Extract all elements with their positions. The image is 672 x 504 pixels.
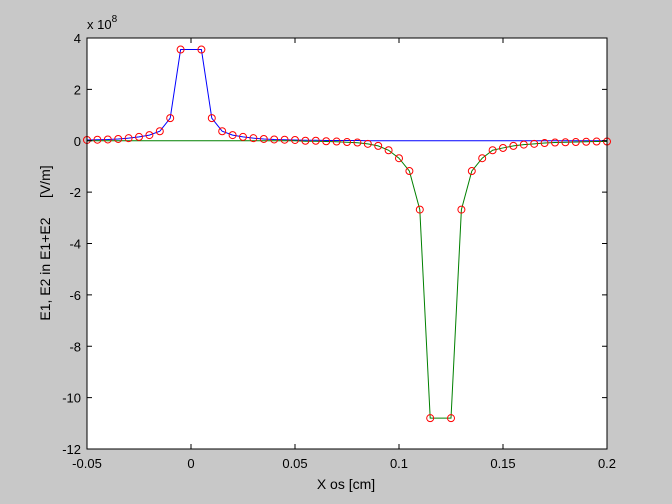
series-3-marker [93, 135, 102, 144]
series-3-marker [467, 167, 476, 176]
series-3-marker [540, 139, 549, 148]
series-3-marker [457, 205, 466, 214]
y-tick-label: -6 [69, 288, 81, 303]
series-3-marker [561, 138, 570, 147]
series-3-marker [571, 138, 580, 147]
series-3-marker [311, 136, 320, 145]
series-3-marker [353, 138, 362, 147]
series-3-marker [519, 140, 528, 149]
y-tick-label: -8 [69, 339, 81, 354]
series-3-marker [239, 132, 247, 141]
series-3-marker [145, 131, 154, 140]
y-tick-label: 4 [74, 31, 81, 46]
plot-area [87, 38, 607, 449]
tick-layer: -0.05 0 0.05 0.1 0.15 0.2 -12 -10 -8 -6 -4 -2 0 2 4 [62, 31, 616, 471]
series-3-marker [592, 137, 601, 146]
y-tick-label: -2 [69, 185, 81, 200]
y-tick-label: 2 [74, 82, 81, 97]
x-axis-title: X os [cm] [317, 476, 375, 492]
series-3-marker [291, 135, 299, 144]
series-2-line [87, 140, 607, 419]
series-3-marker [270, 135, 279, 144]
series-3-marker [249, 134, 258, 143]
series-3-marker [228, 131, 237, 140]
y-tick-label: -10 [62, 391, 81, 406]
marker-layer [83, 45, 611, 423]
series-3-marker [280, 135, 289, 144]
series-3-marker [551, 138, 559, 147]
series-3-marker [374, 141, 383, 150]
series-3-marker [301, 136, 310, 145]
series-3-marker [447, 414, 455, 423]
series-3-marker [363, 139, 372, 148]
series-3-marker [124, 134, 133, 143]
y-exponent-label: x 108 [87, 14, 118, 32]
series-3-marker [530, 139, 539, 148]
x-tick-label: 0.1 [390, 456, 408, 471]
x-tick-label: 0.2 [598, 456, 616, 471]
series-3-marker [426, 414, 435, 423]
y-tick-label: -12 [62, 442, 81, 457]
series-3-marker [343, 138, 351, 147]
series-3-marker [499, 143, 507, 152]
series-3-marker [103, 135, 112, 144]
series-3-marker [415, 205, 424, 214]
series-3-marker [114, 134, 123, 143]
series-3-marker [332, 137, 341, 146]
series-3-marker [207, 114, 216, 123]
series-3-marker [478, 154, 487, 163]
y-axis-title: E1, E2 in E1+E2 [V/m] [37, 165, 53, 320]
y-tick-label: -4 [69, 237, 81, 252]
x-tick-label: 0.05 [282, 456, 307, 471]
series-3-marker [135, 132, 143, 141]
series-3-marker [405, 167, 414, 176]
y-exponent-power: 8 [112, 14, 118, 25]
series-3-marker [322, 137, 331, 146]
series-3-marker [218, 127, 227, 136]
series-3-marker [197, 45, 206, 54]
series-3-marker [176, 45, 185, 54]
series-3-marker [582, 137, 591, 146]
series-3-marker [259, 134, 268, 143]
series-3-marker [384, 146, 393, 155]
x-tick-label: 0 [187, 456, 194, 471]
series-3-marker [488, 146, 497, 155]
series-3-marker [155, 127, 164, 136]
x-tick-label: 0.15 [490, 456, 515, 471]
series-3-marker [509, 141, 518, 150]
x-tick-label: -0.05 [72, 456, 102, 471]
y-tick-label: 0 [74, 134, 81, 149]
series-3-marker [395, 154, 403, 163]
series-3-marker [166, 114, 175, 123]
